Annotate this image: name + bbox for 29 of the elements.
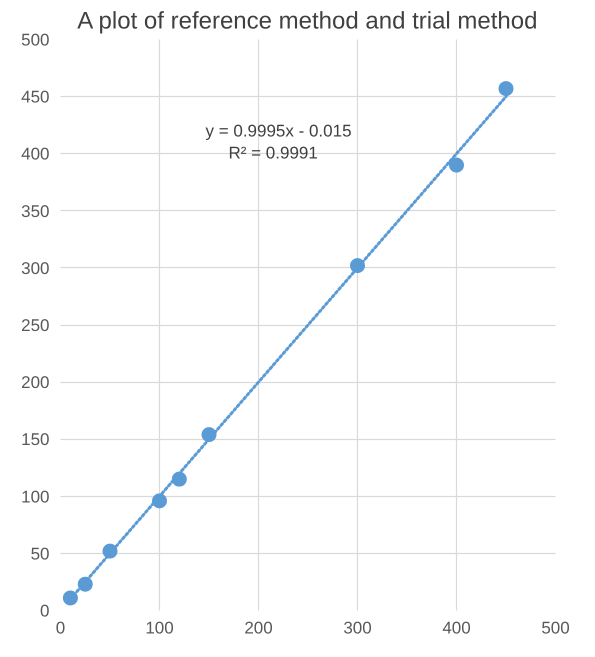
x-tick-label: 300 — [343, 618, 372, 638]
x-tick-label: 0 — [56, 618, 66, 638]
y-tick-label: 400 — [21, 144, 50, 164]
y-tick-label: 450 — [21, 88, 50, 107]
annotation: R² = 0.9991 — [228, 144, 318, 162]
y-tick-label: 250 — [21, 316, 50, 335]
point — [350, 258, 365, 274]
x-tick-label: 500 — [541, 618, 570, 638]
point — [202, 427, 216, 442]
y-tick-label: 50 — [30, 544, 50, 564]
point — [78, 576, 93, 592]
y-tick-label: 300 — [21, 258, 50, 278]
chart-title: A plot of reference method and trial method — [77, 8, 538, 34]
y-tick-label: 100 — [21, 487, 50, 506]
x-tick-label: 100 — [145, 618, 174, 638]
y-tick-label: 350 — [21, 202, 50, 221]
point — [152, 493, 167, 508]
point — [449, 158, 464, 173]
y-tick-label: 200 — [21, 373, 50, 392]
point — [62, 590, 78, 606]
point — [102, 544, 118, 559]
x-tick-label: 400 — [442, 618, 471, 638]
y-tick-label: 0 — [40, 602, 50, 620]
x-tick-label: 200 — [244, 618, 273, 638]
point — [172, 472, 187, 487]
annotation: y = 0.9995x - 0.015 — [206, 122, 352, 140]
y-tick-label: 500 — [21, 30, 50, 50]
point — [498, 81, 514, 96]
y-tick-label: 150 — [21, 430, 50, 450]
